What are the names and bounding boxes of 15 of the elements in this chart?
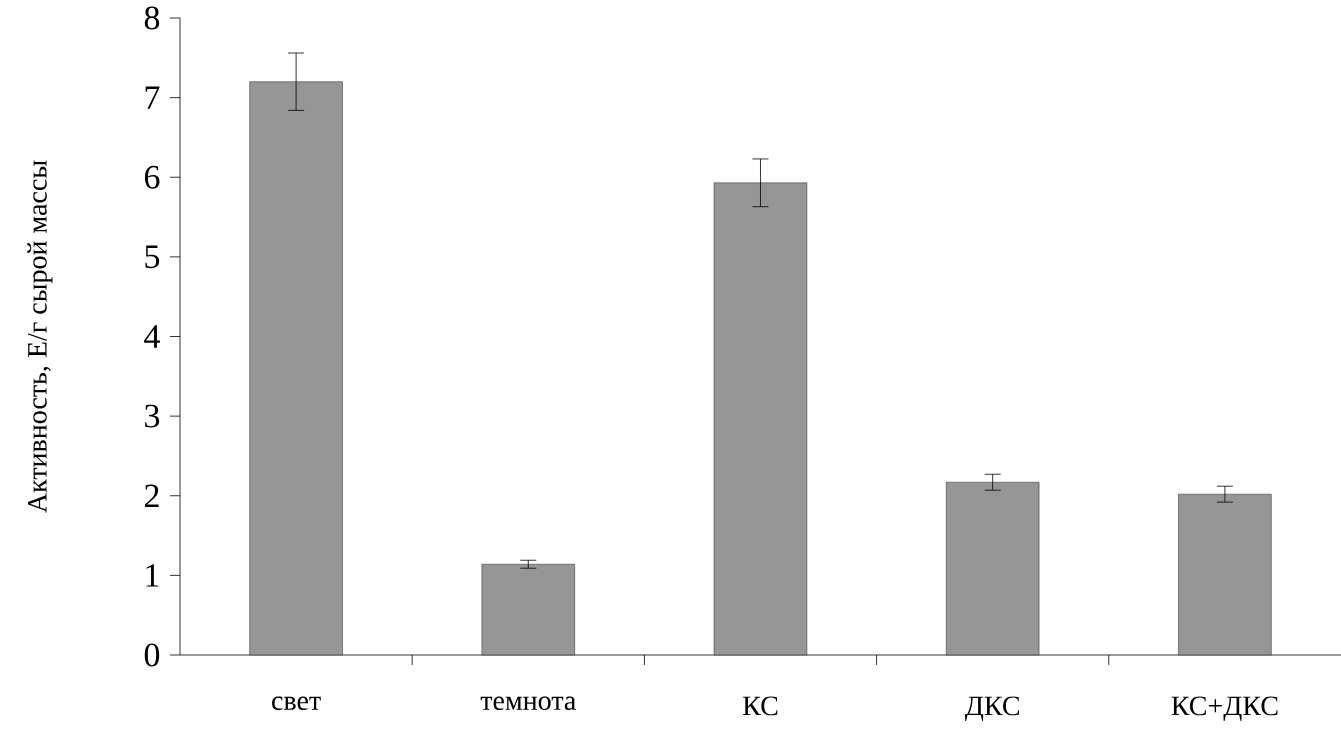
y-tick-label: 6 bbox=[144, 165, 160, 189]
y-tick-label: 3 bbox=[145, 404, 160, 428]
y-axis-title: Активность, Е/г сырой массы bbox=[27, 160, 53, 513]
y-tick-label: 4 bbox=[144, 325, 160, 348]
y-tick-label: 0 bbox=[144, 643, 160, 667]
x-tick-label: КС bbox=[742, 696, 778, 716]
x-tick-label: ДКС bbox=[964, 696, 1020, 722]
x-tick-label: свет bbox=[272, 696, 321, 711]
y-tick-label: 1 bbox=[146, 564, 159, 587]
y-tick-label: 2 bbox=[144, 484, 159, 508]
x-tick-label: КС+ДКС bbox=[1171, 696, 1278, 722]
y-tick-label: 8 bbox=[144, 6, 160, 30]
y-tick-label: 7 bbox=[145, 86, 160, 109]
y-tick-label: 5 bbox=[145, 245, 160, 269]
x-tick-label: темнота bbox=[480, 696, 576, 711]
